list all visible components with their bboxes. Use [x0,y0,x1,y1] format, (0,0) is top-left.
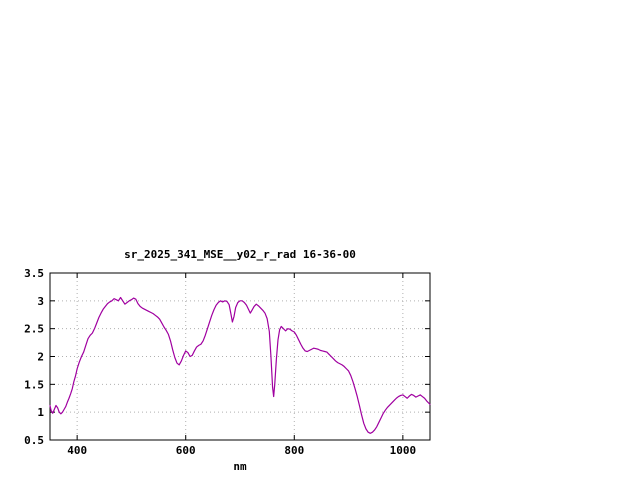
y-tick-label: 1 [37,406,44,419]
y-tick-label: 2 [37,351,44,364]
x-axis-label: nm [233,460,247,473]
y-tick-label: 3.5 [24,267,44,280]
y-tick-label: 2.5 [24,323,44,336]
y-tick-label: 3 [37,295,44,308]
y-tick-label: 1.5 [24,378,44,391]
x-tick-label: 800 [284,444,304,457]
x-tick-label: 400 [67,444,87,457]
chart-title: sr_2025_341_MSE__y02_r_rad 16-36-00 [124,248,356,261]
x-tick-label: 1000 [390,444,417,457]
x-tick-label: 600 [176,444,196,457]
spectrum-line-series [49,296,431,434]
y-tick-label: 0.5 [24,434,44,447]
